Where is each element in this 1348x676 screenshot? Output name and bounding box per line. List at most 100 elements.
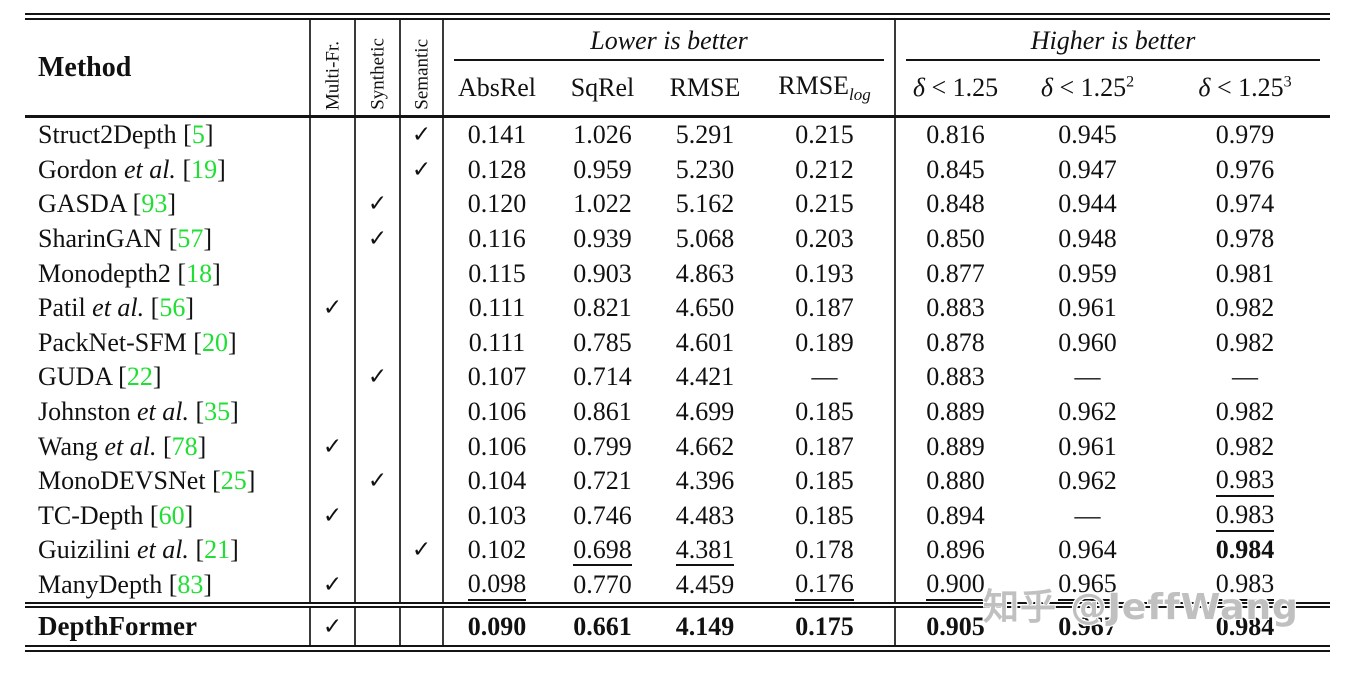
table-row: Guizilini et al. [21] ✓ 0.102 0.698 4.381 0.1… [25, 533, 1330, 568]
superscript: 3 [1283, 73, 1292, 91]
underlined-value: 0.983 [1215, 502, 1275, 532]
table-row: Wang et al. [78] ✓ 0.106 0.799 4.662 0.187 0.8… [25, 429, 1330, 464]
checkmark-icon: ✓ [367, 191, 388, 218]
zhihu-watermark: 知乎 @JeffWang [983, 587, 1299, 628]
flag-cell: ✓ [354, 221, 400, 257]
metric-cell: 0.978 [1215, 224, 1275, 254]
method-cell: GASDA [93] [38, 189, 176, 219]
metric-cell: 4.601 [675, 327, 735, 357]
flag-cell: ✓ [354, 463, 400, 499]
method-name: SharinGAN [38, 224, 163, 254]
method-column-header: Method [38, 51, 132, 83]
method-name: Guizilini [38, 535, 131, 565]
checkmark-icon: ✓ [322, 572, 343, 599]
metric-cell: 0.104 [442, 463, 550, 499]
et-al-label: et al. [136, 397, 189, 427]
metric-cell: 4.459 [675, 570, 735, 600]
method-cell: Patil et al. [56] [38, 293, 195, 323]
lower-is-better-group-header: Lower is better [441, 16, 896, 61]
metric-cell: 0.187 [795, 293, 854, 323]
flag-cell: ✓ [309, 567, 355, 606]
table-row: MonoDEVSNet [25] ✓ 0.104 0.721 4.396 0.185 0.8… [25, 463, 1330, 499]
metric-cell: 0.939 [573, 224, 632, 254]
et-al-label: et al. [92, 293, 145, 323]
checkmark-icon: ✓ [411, 122, 432, 149]
metric-cell: 0.861 [573, 397, 632, 427]
metric-cell: 0.107 [442, 360, 550, 395]
metric-cell: 0.845 [894, 152, 1016, 188]
metric-cell: 0.889 [894, 429, 1016, 464]
checkmark-icon: ✓ [322, 295, 343, 322]
metric-cell: 0.185 [795, 397, 854, 427]
table-row: Patil et al. [56] ✓ 0.111 0.821 4.650 0.187 0.… [25, 290, 1330, 326]
bold-value: 0.984 [1215, 535, 1275, 565]
et-al-label: et al. [104, 431, 157, 461]
metric-cell: 0.111 [442, 325, 550, 361]
flag-cell [399, 360, 444, 395]
flag-cell: ✓ [309, 498, 355, 534]
subscript: log [849, 84, 871, 104]
flag-cell [354, 533, 400, 568]
metric-header: RMSElog [778, 70, 871, 104]
method-cell: Guizilini et al. [21] [38, 535, 239, 565]
citation-ref: 93 [141, 189, 168, 219]
flag-cell [354, 498, 400, 534]
metric-cell: 0.883 [894, 360, 1016, 395]
citation-ref: 21 [204, 535, 231, 565]
method-name: GUDA [38, 362, 112, 392]
delta-symbol: δ [1040, 72, 1053, 102]
metric-cell: 0.903 [573, 258, 632, 288]
flag-cell [309, 394, 355, 430]
metric-cell: 0.947 [1058, 154, 1117, 184]
metric-cell: 0.982 [1215, 431, 1275, 461]
flag-cell [309, 221, 355, 257]
metric-cell: 0.178 [795, 535, 854, 565]
table-row: TC-Depth [60] ✓ 0.103 0.746 4.483 0.185 0.894 —… [25, 498, 1330, 534]
et-al-label: et al. [123, 154, 176, 184]
metric-cell: 0.965 [1015, 568, 1160, 606]
table-row: GUDA [22] ✓ 0.107 0.714 4.421 — 0.883 — — [25, 360, 1330, 395]
method-name: Wang [38, 431, 98, 461]
citation-ref: 78 [171, 431, 198, 461]
metric-cell: 0.106 [442, 429, 550, 464]
method-cell: TC-Depth [60] [38, 500, 194, 530]
metric-cell: 0.905 [894, 605, 1016, 649]
flag-cell [354, 429, 400, 464]
table-row: SharinGAN [57] ✓ 0.116 0.939 5.068 0.203 0.850… [25, 221, 1330, 257]
metric-cell: — [1074, 500, 1101, 530]
underlined-value: 4.381 [675, 536, 735, 567]
metric-cell: 0.894 [894, 498, 1016, 534]
metric-cell: 0.215 [795, 120, 854, 150]
metric-cell: 0.974 [1215, 189, 1275, 219]
metric-cell: 0.721 [573, 466, 632, 496]
metric-cell: 1.026 [573, 120, 632, 150]
metric-cell: 0.964 [1058, 535, 1117, 565]
metric-cell: 0.185 [795, 500, 854, 530]
method-cell: DepthFormer [25, 605, 310, 649]
metric-cell: 0.945 [1058, 120, 1117, 150]
header-group-row: Method Multi-Fr. Synthetic Semantic Lowe… [25, 16, 1331, 117]
method-cell: SharinGAN [57] [38, 224, 213, 254]
metric-cell: 4.381 [655, 533, 755, 568]
metric-cell: 4.699 [675, 397, 735, 427]
citation-ref: 57 [177, 224, 204, 254]
flag-cell [309, 463, 355, 499]
flag-cell: ✓ [354, 187, 400, 222]
flag-cell [354, 567, 400, 606]
underlined-value: 0.698 [573, 536, 632, 567]
citation-ref: 35 [204, 397, 231, 427]
method-name: DepthFormer [38, 611, 197, 642]
metric-cell: 0.189 [795, 327, 854, 357]
underlined-value: 0.900 [926, 571, 985, 601]
metric-cell: 0.203 [795, 224, 854, 254]
table-row: Gordon et al. [19] ✓ 0.128 0.959 5.230 0.212 0… [25, 152, 1330, 188]
results-table: Method Multi-Fr. Synthetic Semantic Lowe… [25, 13, 1331, 653]
metric-cell: 0.187 [795, 431, 854, 461]
checkmark-icon: ✓ [322, 502, 343, 529]
flag-cell [354, 116, 400, 153]
semantic-column-header: Semantic [399, 16, 444, 117]
metric-header: AbsRel [442, 60, 550, 117]
flag-cell [354, 290, 400, 326]
method-cell: PackNet-SFM [20] [38, 327, 237, 357]
method-name: Johnston [38, 397, 131, 427]
